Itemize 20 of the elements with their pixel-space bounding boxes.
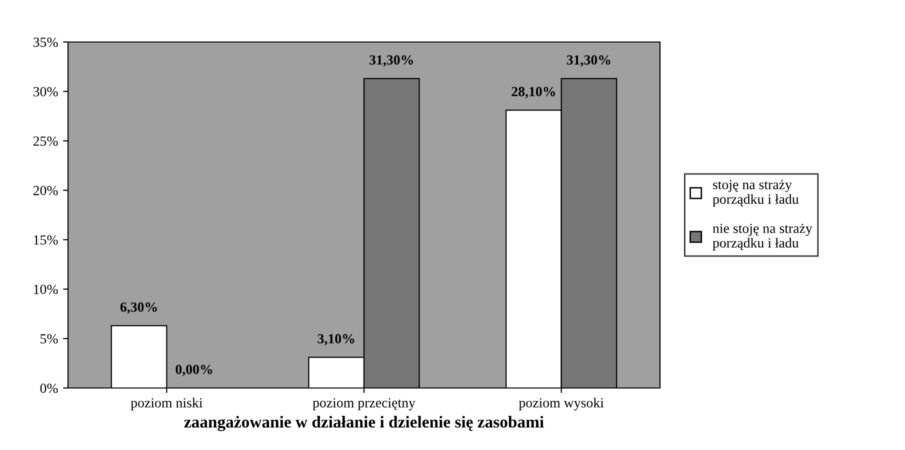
data-label: 31,30% xyxy=(370,55,413,67)
x-axis-title: zaangażowanie w działanie i dzielenie się zasobami xyxy=(184,416,544,432)
y-tick-label: 25% xyxy=(33,136,58,146)
y-tick-label: 35% xyxy=(33,38,58,47)
y-tick-label: 0% xyxy=(40,384,58,393)
legend-label: stoję na straży porządku i ładu xyxy=(712,180,799,207)
legend-label: nie stoję na straży porządku i ładu xyxy=(712,224,812,250)
y-tick-label: 15% xyxy=(34,235,58,245)
y-tick-label: 20% xyxy=(33,186,58,196)
data-label: 31,30% xyxy=(566,55,610,67)
data-label: 28,10% xyxy=(512,86,555,98)
y-tick-label: 30% xyxy=(33,87,58,96)
y-tick-label: 5% xyxy=(40,334,58,344)
data-label: 3,10% xyxy=(318,334,354,346)
data-label: 6,30% xyxy=(120,302,157,314)
y-tick-label: 10% xyxy=(34,284,58,294)
x-tick-label: poziom wysoki xyxy=(518,398,604,410)
x-tick-label: poziom niski xyxy=(130,398,202,410)
data-label: 0,00% xyxy=(176,364,212,376)
x-tick-label: poziom przeciętny xyxy=(312,398,416,410)
